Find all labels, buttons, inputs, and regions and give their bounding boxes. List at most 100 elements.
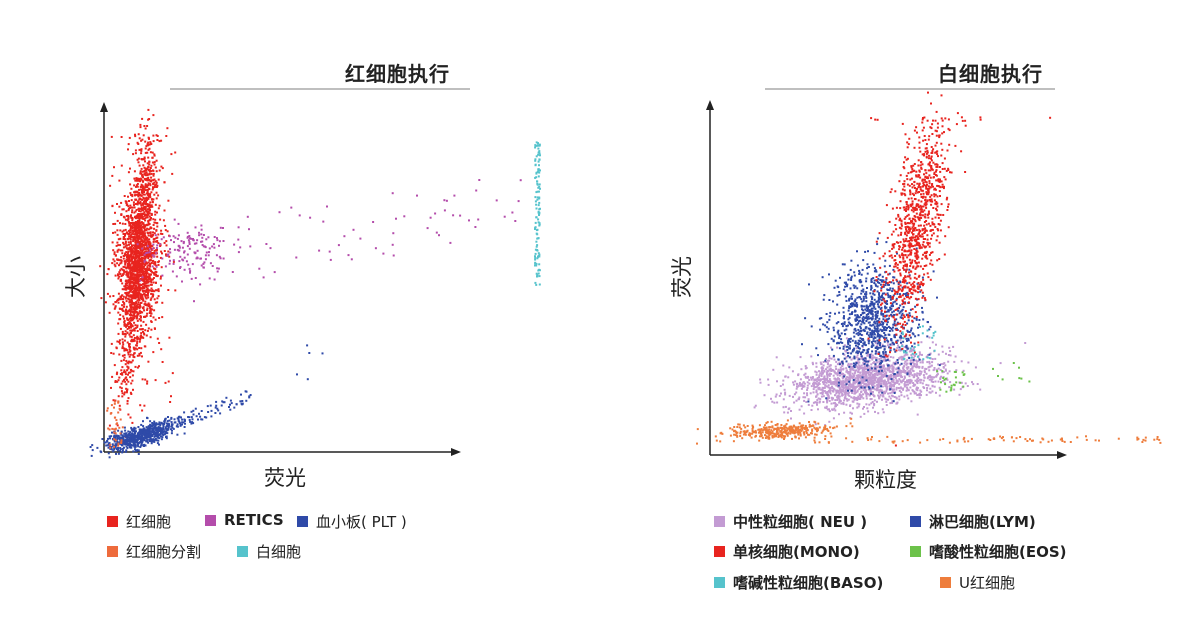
point-neu (859, 385, 862, 387)
point-neu (836, 372, 839, 375)
point-rbc-fragment (117, 401, 120, 404)
point-retics (202, 266, 205, 269)
point-rbc (140, 334, 143, 337)
point-neu (826, 376, 829, 379)
point-neu (816, 377, 819, 380)
point-rbc (119, 262, 122, 265)
point-neu (832, 417, 835, 420)
point-rbc (147, 204, 149, 207)
point-neu (850, 396, 853, 399)
point-retics (474, 226, 477, 228)
point-neu (834, 372, 837, 375)
point-neu (848, 374, 851, 376)
point-rbc (151, 151, 154, 154)
point-neu (910, 354, 913, 356)
point-rbc (148, 170, 151, 173)
point-rbc (121, 282, 124, 285)
point-rbc (128, 235, 131, 238)
point-neu (843, 391, 846, 394)
point-rbc (140, 253, 143, 256)
point-neu (882, 395, 885, 398)
point-plt (173, 418, 176, 421)
point-plt (90, 454, 93, 457)
point-plt (165, 422, 168, 425)
point-rbc (121, 252, 124, 255)
point-neu (865, 403, 868, 406)
point-neu (929, 352, 932, 355)
point-rbc (128, 260, 131, 263)
point-neu (870, 363, 873, 366)
point-rbc (143, 265, 145, 268)
point-neu (798, 396, 801, 399)
point-rbc (128, 317, 131, 320)
point-plt (157, 439, 160, 442)
point-rbc (136, 200, 139, 203)
point-rbc (118, 271, 121, 274)
point-rbc (137, 195, 140, 198)
point-rbc (136, 340, 139, 343)
point-plt (108, 456, 111, 459)
point-neu (849, 388, 852, 391)
point-neu (868, 394, 871, 397)
point-plt (111, 431, 113, 434)
point-rbc (143, 404, 146, 407)
point-neu (826, 378, 828, 381)
point-neu (931, 361, 934, 364)
point-plt (205, 416, 208, 419)
point-rbc (143, 315, 145, 318)
point-rbc (125, 270, 128, 273)
point-neu (937, 367, 940, 370)
point-rbc (137, 265, 140, 267)
point-neu (922, 379, 925, 382)
point-neu (825, 368, 827, 371)
point-rbc (138, 285, 140, 288)
point-rbc (136, 251, 139, 254)
point-rbc (118, 404, 121, 407)
point-plt (128, 440, 130, 443)
point-neu (903, 383, 906, 385)
point-neu (861, 370, 864, 373)
point-neu (895, 396, 898, 399)
point-retics (192, 238, 194, 240)
point-rbc (110, 386, 112, 389)
point-plt (194, 407, 197, 410)
point-neu (838, 374, 841, 377)
point-plt (151, 427, 154, 430)
point-rbc (157, 242, 160, 245)
point-neu (892, 381, 895, 384)
point-neu (879, 376, 882, 379)
point-neu (901, 356, 904, 359)
point-plt (176, 423, 179, 426)
point-rbc (139, 264, 142, 267)
point-neu (868, 378, 871, 381)
point-neu (836, 396, 839, 399)
point-rbc (134, 347, 137, 350)
point-rbc (150, 198, 153, 201)
point-rbc (114, 306, 117, 309)
point-rbc (136, 158, 139, 161)
point-neu (754, 404, 757, 407)
point-neu (894, 374, 897, 377)
point-rbc (114, 254, 117, 257)
point-rbc (147, 228, 150, 231)
point-rbc (135, 311, 138, 314)
point-plt (126, 434, 129, 437)
point-rbc (111, 205, 114, 208)
point-rbc (148, 267, 151, 270)
point-neu (894, 375, 897, 378)
point-rbc (150, 278, 153, 281)
point-neu (899, 338, 902, 341)
point-neu (892, 370, 895, 373)
point-rbc (122, 241, 125, 244)
point-rbc (153, 232, 156, 235)
point-plt (125, 441, 128, 444)
point-neu (842, 384, 845, 387)
point-retics (392, 232, 395, 235)
point-rbc (136, 260, 139, 263)
point-rbc (149, 151, 152, 154)
point-rbc (139, 328, 142, 331)
point-rbc (121, 395, 124, 398)
point-wbc (534, 248, 537, 251)
point-plt (116, 447, 119, 450)
point-neu (866, 407, 869, 410)
